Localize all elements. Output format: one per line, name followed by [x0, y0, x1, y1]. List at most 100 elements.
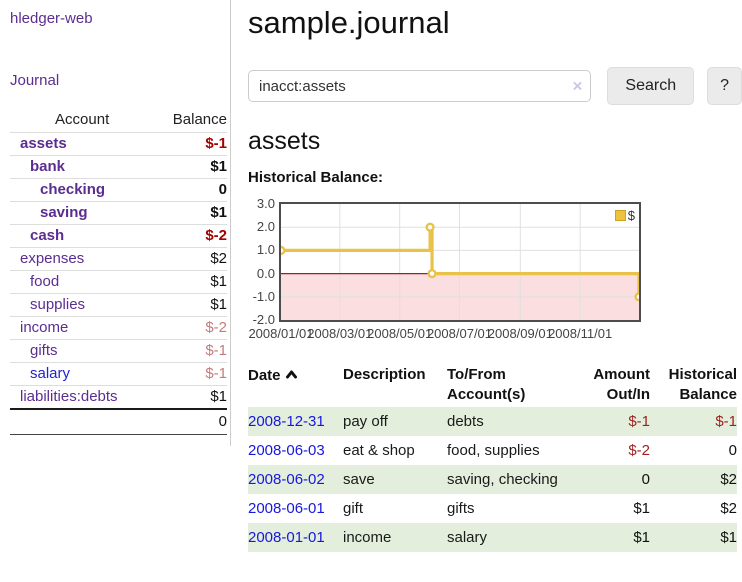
x-axis-tick-label: 2008/05/01 — [367, 326, 433, 341]
account-link-cash[interactable]: cash — [30, 227, 65, 244]
accounts-header-account: Account — [55, 111, 110, 128]
register-table: Date Description To/From Account(s) Amount Ou… — [248, 363, 737, 552]
account-row: gifts $-1 — [10, 339, 227, 363]
y-axis-tick-label: -1.0 — [252, 288, 275, 304]
account-balance: $-1 — [205, 365, 227, 382]
account-row: cash $-2 — [10, 224, 227, 248]
account-link-supplies[interactable]: supplies — [30, 296, 86, 313]
account-balance: $-2 — [205, 319, 227, 336]
register-cell-date: 2008-12-31 — [248, 407, 343, 436]
register-cell-description: save — [343, 471, 375, 488]
account-row: checking 0 — [10, 178, 227, 202]
account-link-food[interactable]: food — [30, 273, 60, 290]
historical-balance-chart: $ 3.0 2.0 1.0 0.0 -1.0 -2.0 2008/01/01 2008/03/… — [248, 197, 673, 342]
account-row: liabilities:debts $1 — [10, 385, 227, 410]
account-link-income[interactable]: income — [20, 319, 69, 336]
y-axis-tick-label: 2.0 — [256, 219, 275, 235]
sidebar-item-journal[interactable]: Journal — [10, 72, 60, 89]
register-header-historical: Historical Balance — [668, 366, 737, 403]
register-header-description: Description — [343, 366, 426, 383]
chart-legend: $ — [614, 208, 635, 223]
register-cell-amount: $1 — [633, 529, 650, 546]
accounts-total-value: 0 — [218, 413, 227, 430]
brand-link[interactable]: hledger-web — [10, 10, 93, 27]
account-link-assets[interactable]: assets — [20, 135, 67, 152]
account-link-salary[interactable]: salary — [30, 365, 71, 382]
register-cell-date: 2008-01-01 — [248, 523, 343, 552]
chart-plot-area: $ — [279, 202, 641, 322]
register-cell-accounts: debts — [447, 413, 484, 430]
register-cell-balance: $2 — [720, 500, 737, 517]
transaction-date-link[interactable]: 2008-06-02 — [248, 471, 325, 488]
transaction-date-link[interactable]: 2008-12-31 — [248, 413, 325, 430]
legend-swatch-icon — [614, 210, 626, 221]
register-cell-accounts: gifts — [447, 500, 475, 517]
register-cell-accounts: saving, checking — [447, 471, 558, 488]
y-axis-tick-label: 0.0 — [256, 265, 275, 281]
x-axis-tick-label: 2008/11/01 — [548, 326, 613, 341]
register-row[interactable]: 2008-06-02 save saving, checking 0 $2 — [248, 465, 737, 494]
sidebar: hledger-web Journal Account Balance asse… — [0, 0, 231, 446]
account-row: assets $-1 — [10, 132, 227, 156]
account-balance: $1 — [210, 273, 227, 290]
register-cell-description: income — [343, 529, 392, 546]
register-row[interactable]: 2008-06-03 eat & shop food, supplies $-2 0 — [248, 436, 737, 465]
account-row: income $-2 — [10, 316, 227, 340]
accounts-total-row: 0 — [10, 409, 227, 435]
x-axis-tick-label: 2008/01/01 — [248, 326, 314, 341]
transaction-date-link[interactable]: 2008-06-01 — [248, 500, 325, 517]
account-link-bank[interactable]: bank — [30, 158, 66, 175]
register-cell-balance: $2 — [720, 471, 737, 488]
account-row: expenses $2 — [10, 247, 227, 271]
accounts-header-balance: Balance — [172, 111, 227, 128]
search-button[interactable]: Search — [607, 67, 695, 105]
y-axis-tick-label: -2.0 — [252, 312, 275, 327]
account-title: assets — [248, 127, 321, 155]
register-cell-balance: $1 — [720, 529, 737, 546]
account-balance: $1 — [210, 388, 227, 405]
search-input[interactable] — [248, 70, 592, 102]
account-row: saving $1 — [10, 201, 227, 225]
page-title: sample.journal — [248, 5, 450, 40]
register-header-amount: Amount Out/In — [593, 366, 650, 403]
register-cell-amount: $1 — [633, 500, 650, 517]
account-balance: $-2 — [205, 227, 227, 244]
sort-ascending-icon — [285, 365, 297, 385]
account-balance: $-1 — [205, 342, 227, 359]
x-axis-tick-label: 2008/09/01 — [487, 326, 553, 341]
register-cell-date: 2008-06-01 — [248, 494, 343, 523]
account-link-liabilities-debts[interactable]: liabilities:debts — [20, 388, 118, 405]
register-cell-amount: 0 — [641, 471, 650, 488]
y-axis-tick-label: 3.0 — [256, 196, 275, 211]
search-form: × Search ? — [248, 67, 742, 105]
x-axis-tick-label: 2008/03/01 — [307, 326, 373, 341]
x-axis-tick-label: 2008/07/01 — [426, 326, 493, 341]
register-cell-amount: $-1 — [628, 413, 650, 430]
account-row: salary $-1 — [10, 362, 227, 386]
register-cell-balance: 0 — [728, 442, 737, 459]
account-link-saving[interactable]: saving — [40, 204, 88, 221]
account-balance: $-1 — [205, 135, 227, 152]
account-row: supplies $1 — [10, 293, 227, 317]
account-link-expenses[interactable]: expenses — [20, 250, 85, 267]
register-cell-accounts: food, supplies — [447, 442, 540, 459]
register-cell-description: eat & shop — [343, 442, 415, 459]
register-header-to-from: To/From Account(s) — [447, 366, 526, 403]
account-balance: 0 — [218, 181, 227, 198]
account-row: bank $1 — [10, 155, 227, 179]
register-cell-date: 2008-06-03 — [248, 436, 343, 465]
account-balance: $2 — [210, 250, 227, 267]
account-link-checking[interactable]: checking — [40, 181, 106, 198]
transaction-date-link[interactable]: 2008-06-03 — [248, 442, 325, 459]
register-row[interactable]: 2008-01-01 income salary $1 $1 — [248, 523, 737, 552]
transaction-date-link[interactable]: 2008-01-01 — [248, 529, 325, 546]
legend-label: $ — [627, 208, 635, 223]
register-row[interactable]: 2008-06-01 gift gifts $1 $2 — [248, 494, 737, 523]
register-cell-description: pay off — [343, 413, 388, 430]
clear-search-icon[interactable]: × — [572, 76, 583, 96]
help-button[interactable]: ? — [707, 67, 742, 105]
account-link-gifts[interactable]: gifts — [30, 342, 58, 359]
register-cell-balance: $-1 — [715, 413, 737, 430]
register-row[interactable]: 2008-12-31 pay off debts $-1 $-1 — [248, 407, 737, 436]
register-header-date[interactable]: Date — [248, 363, 343, 407]
